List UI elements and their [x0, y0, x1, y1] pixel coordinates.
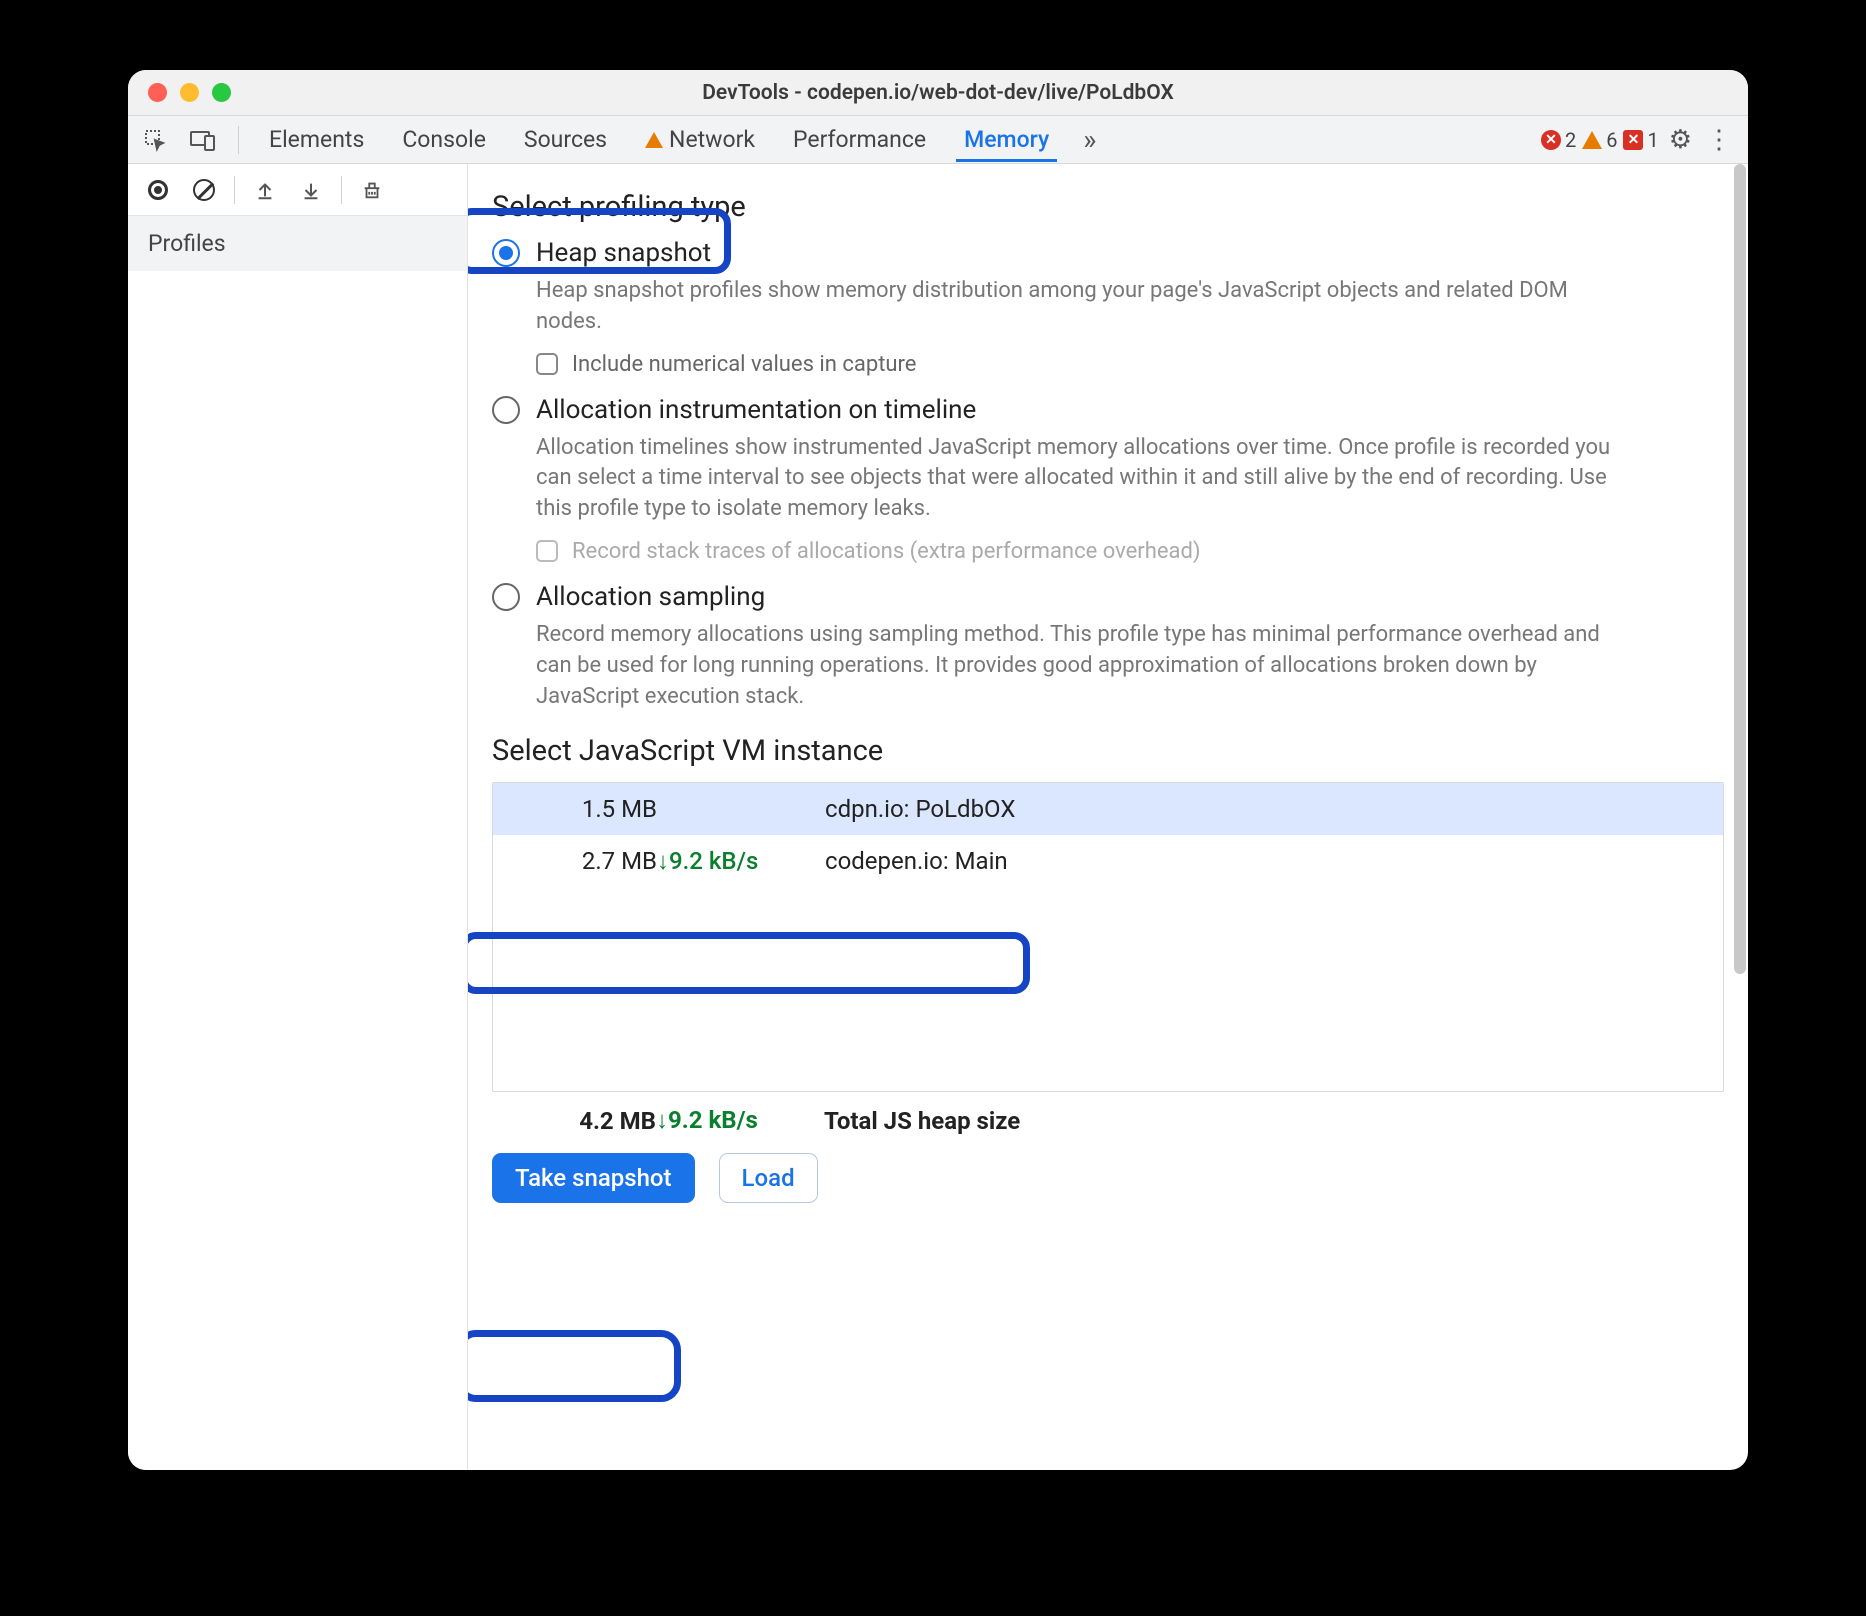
separator [238, 126, 239, 154]
violation-count[interactable]: ✕ 1 [1623, 128, 1658, 152]
devtools-window: DevTools - codepen.io/web-dot-dev/live/P… [128, 70, 1748, 1470]
inspect-element-icon[interactable] [142, 127, 168, 153]
option-sampling-desc: Record memory allocations using sampling… [536, 620, 1616, 712]
vm-total-row: 4.2 MB ↓9.2 kB/s Total JS heap size [492, 1092, 1724, 1135]
vm-row[interactable]: 2.7 MB ↓9.2 kB/s codepen.io: Main [493, 835, 1723, 887]
collect-garbage-icon[interactable] [356, 174, 388, 206]
close-window-button[interactable] [148, 83, 167, 102]
vm-heading: Select JavaScript VM instance [492, 734, 1724, 768]
vm-size: 1.5 MB [517, 795, 657, 823]
take-snapshot-button[interactable]: Take snapshot [492, 1153, 695, 1203]
vm-size: 2.7 MB [517, 847, 657, 875]
device-toolbar-icon[interactable] [190, 127, 216, 153]
warning-icon [645, 132, 663, 148]
tab-network-label: Network [669, 126, 755, 153]
traffic-lights [128, 83, 231, 102]
vm-rate-value: 9.2 kB/s [669, 847, 758, 875]
radio-timeline[interactable] [492, 396, 520, 424]
option-sampling-label: Allocation sampling [536, 582, 765, 612]
radio-sampling[interactable] [492, 583, 520, 611]
option-heap-radio-row[interactable]: Heap snapshot [492, 238, 1724, 268]
load-button[interactable]: Load [719, 1153, 818, 1203]
separator [234, 176, 235, 204]
option-timeline-radio-row[interactable]: Allocation instrumentation on timeline [492, 395, 1724, 425]
action-buttons: Take snapshot Load [492, 1153, 1724, 1203]
option-allocation-timeline: Allocation instrumentation on timeline A… [492, 395, 1724, 564]
record-button[interactable] [142, 174, 174, 206]
tabs-overflow-button[interactable]: » [1079, 123, 1100, 156]
checkbox-icon [536, 540, 558, 562]
warning-icon [1582, 131, 1602, 149]
scrollbar[interactable] [1734, 164, 1746, 974]
error-count[interactable]: ✕ 2 [1541, 128, 1576, 152]
vm-total-label: Total JS heap size [816, 1107, 1700, 1135]
timeline-record-stacks-label: Record stack traces of allocations (extr… [572, 539, 1201, 564]
minimize-window-button[interactable] [180, 83, 199, 102]
option-timeline-label: Allocation instrumentation on timeline [536, 395, 976, 425]
vm-total-rate: ↓9.2 kB/s [656, 1106, 816, 1135]
checkbox-icon[interactable] [536, 353, 558, 375]
more-menu-icon[interactable]: ⋮ [1702, 125, 1734, 155]
profiling-type-heading: Select profiling type [492, 190, 1724, 224]
profiles-sidebar: Profiles [128, 164, 468, 1470]
panel-body: Profiles Select profiling type Heap snap… [128, 164, 1748, 1470]
settings-icon[interactable]: ⚙ [1665, 125, 1696, 155]
tab-performance[interactable]: Performance [785, 118, 934, 161]
down-arrow-icon: ↓ [656, 1106, 668, 1134]
window-title: DevTools - codepen.io/web-dot-dev/live/P… [128, 81, 1748, 105]
vm-name: cdpn.io: PoLdbOX [817, 795, 1699, 823]
down-arrow-icon: ↓ [657, 847, 669, 875]
vm-total-size: 4.2 MB [516, 1107, 656, 1135]
vm-row[interactable]: 1.5 MB cdpn.io: PoLdbOX [493, 783, 1723, 835]
option-heap-label: Heap snapshot [536, 238, 711, 268]
violation-count-value: 1 [1647, 128, 1658, 152]
tab-elements[interactable]: Elements [261, 118, 372, 161]
separator [341, 176, 342, 204]
warning-count[interactable]: 6 [1582, 128, 1617, 152]
option-allocation-sampling: Allocation sampling Record memory alloca… [492, 582, 1724, 712]
tab-memory[interactable]: Memory [956, 118, 1057, 162]
tab-console[interactable]: Console [394, 118, 494, 161]
timeline-record-stacks: Record stack traces of allocations (extr… [536, 539, 1724, 564]
vm-name: codepen.io: Main [817, 847, 1699, 875]
vm-instance-table: 1.5 MB cdpn.io: PoLdbOX 2.7 MB ↓9.2 kB/s… [492, 782, 1724, 1092]
devtools-tabbar: Elements Console Sources Network Perform… [128, 116, 1748, 164]
warning-count-value: 6 [1606, 128, 1617, 152]
profiles-toolbar [128, 164, 467, 216]
option-sampling-radio-row[interactable]: Allocation sampling [492, 582, 1724, 612]
upload-icon[interactable] [249, 174, 281, 206]
titlebar: DevTools - codepen.io/web-dot-dev/live/P… [128, 70, 1748, 116]
heap-include-numerical[interactable]: Include numerical values in capture [536, 352, 1724, 377]
option-heap-desc: Heap snapshot profiles show memory distr… [536, 276, 1616, 338]
radio-heap[interactable] [492, 239, 520, 267]
error-icon: ✕ [1541, 130, 1561, 150]
error-count-value: 2 [1565, 128, 1576, 152]
annotation-ring [468, 1330, 681, 1402]
option-heap-snapshot: Heap snapshot Heap snapshot profiles sho… [492, 238, 1724, 377]
tab-sources[interactable]: Sources [516, 118, 615, 161]
violation-icon: ✕ [1623, 130, 1643, 150]
download-icon[interactable] [295, 174, 327, 206]
clear-button[interactable] [188, 174, 220, 206]
maximize-window-button[interactable] [212, 83, 231, 102]
profiling-main: Select profiling type Heap snapshot Heap… [468, 164, 1748, 1470]
vm-rate: ↓9.2 kB/s [657, 847, 817, 876]
tab-network[interactable]: Network [637, 118, 763, 161]
issue-counts: ✕ 2 6 ✕ 1 ⚙ ⋮ [1541, 125, 1734, 155]
option-timeline-desc: Allocation timelines show instrumented J… [536, 433, 1616, 525]
sidebar-header: Profiles [128, 216, 467, 271]
heap-include-numerical-label: Include numerical values in capture [572, 352, 916, 377]
vm-total-rate-value: 9.2 kB/s [668, 1106, 758, 1134]
